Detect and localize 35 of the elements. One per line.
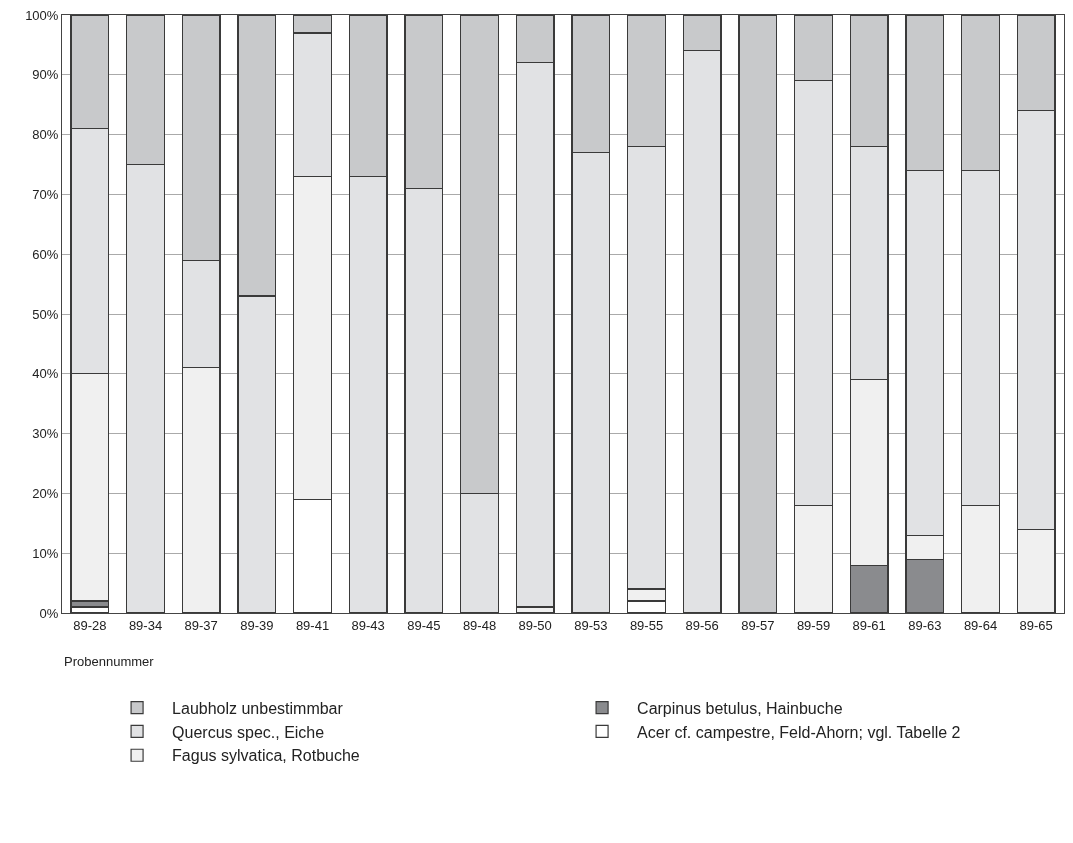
y-tick-label: 70% (32, 186, 59, 202)
y-tick-label: 20% (32, 485, 59, 501)
x-tick-label: 89-41 (295, 617, 330, 633)
legend-label: Fagus sylvatica, Rotbuche (172, 747, 360, 765)
x-tick-label: 89-63 (908, 617, 942, 633)
x-tick-label: 89-39 (240, 617, 274, 633)
y-tick-label: 40% (32, 366, 59, 382)
x-tick-label: 89-34 (128, 617, 163, 633)
x-tick-label: 89-59 (796, 617, 831, 633)
x-tick-label: 89-55 (629, 617, 664, 633)
legend-label: Laubholz unbestimmbar (172, 699, 344, 717)
x-tick-label: 89-65 (1019, 617, 1053, 633)
x-tick-label: 89-50 (518, 617, 552, 633)
x-tick-label: 89-57 (741, 617, 775, 633)
legend-label: Carpinus betulus, Hainbuche (637, 699, 843, 717)
y-tick-label: 0% (39, 605, 59, 621)
y-tick-label: 30% (32, 426, 59, 442)
x-tick-label: 89-61 (852, 617, 886, 633)
x-tick-label: 89-64 (963, 617, 998, 633)
x-tick-label: 89-48 (462, 617, 497, 633)
y-tick-label: 90% (32, 67, 59, 83)
x-tick-label: 89-43 (351, 617, 385, 633)
y-tick-label: 100% (25, 7, 59, 23)
y-tick-label: 80% (32, 127, 59, 143)
y-tick-label: 60% (32, 246, 59, 262)
x-tick-label: 89-28 (73, 617, 107, 633)
x-tick-label: 89-45 (407, 617, 441, 633)
x-tick-label: 89-56 (685, 617, 719, 633)
y-tick-label: 10% (32, 545, 59, 561)
legend-label: Acer cf. campestre, Feld-Ahorn; vgl. Tabelle 2 (637, 723, 961, 741)
legend-label: Quercus spec., Eiche (172, 723, 325, 741)
y-tick-label: 50% (32, 306, 59, 322)
x-tick-label: 89-37 (184, 617, 218, 633)
x-tick-label: 89-53 (574, 617, 608, 633)
x-axis-title: Probennummer (64, 654, 155, 669)
